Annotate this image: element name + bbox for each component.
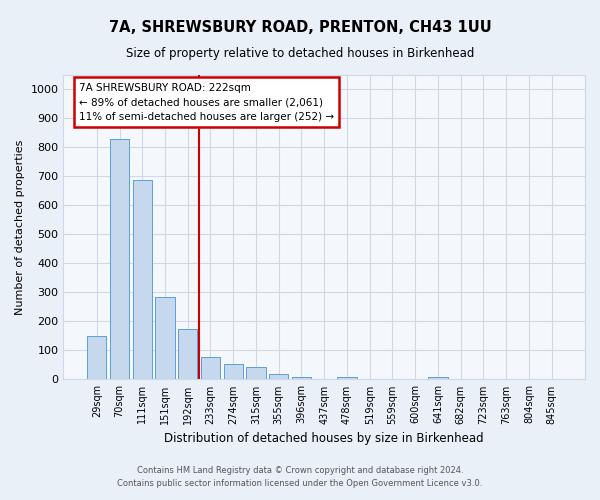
Bar: [201, 357, 220, 380]
Text: 7A, SHREWSBURY ROAD, PRENTON, CH43 1UU: 7A, SHREWSBURY ROAD, PRENTON, CH43 1UU: [109, 20, 491, 35]
X-axis label: Distribution of detached houses by size in Birkenhead: Distribution of detached houses by size …: [164, 432, 484, 445]
Y-axis label: Number of detached properties: Number of detached properties: [15, 140, 25, 315]
Bar: [133, 180, 152, 380]
Bar: [224, 364, 243, 380]
Text: Size of property relative to detached houses in Birkenhead: Size of property relative to detached ho…: [126, 48, 474, 60]
Bar: [269, 374, 289, 380]
Bar: [87, 336, 106, 380]
Bar: [110, 140, 129, 380]
Bar: [292, 376, 311, 380]
Text: 7A SHREWSBURY ROAD: 222sqm
← 89% of detached houses are smaller (2,061)
11% of s: 7A SHREWSBURY ROAD: 222sqm ← 89% of deta…: [79, 82, 334, 122]
Text: Contains HM Land Registry data © Crown copyright and database right 2024.
Contai: Contains HM Land Registry data © Crown c…: [118, 466, 482, 487]
Bar: [155, 297, 175, 380]
Bar: [428, 376, 448, 380]
Bar: [247, 366, 266, 380]
Bar: [337, 376, 356, 380]
Bar: [178, 328, 197, 380]
